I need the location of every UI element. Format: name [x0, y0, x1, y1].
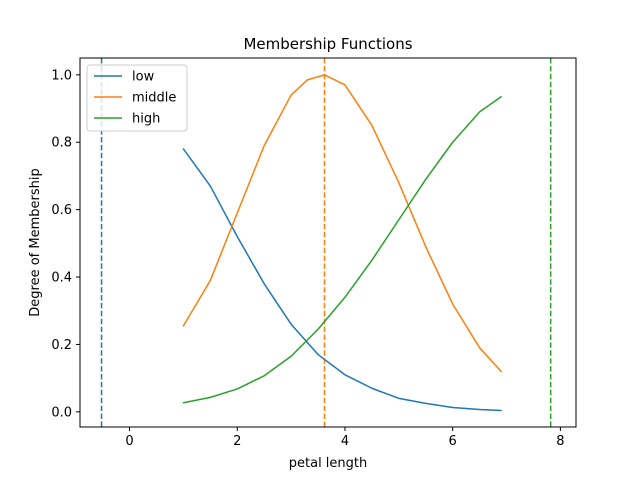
x-tick-label: 6 — [449, 434, 457, 449]
y-tick-label: 0.6 — [51, 203, 72, 218]
y-axis-label: Degree of Membership — [28, 168, 43, 316]
y-tick-label: 0.2 — [51, 338, 72, 353]
y-ticks: 0.0 0.2 0.4 0.6 0.8 1.0 — [51, 68, 80, 420]
y-tick-label: 0.4 — [51, 271, 72, 286]
series-lines — [182, 74, 502, 412]
x-tick-label: 0 — [125, 434, 133, 449]
x-tick-label: 4 — [341, 434, 349, 449]
legend-label-low: low — [132, 70, 155, 85]
x-tick-label: 2 — [233, 434, 241, 449]
x-ticks: 0 2 4 6 8 — [125, 427, 565, 449]
y-tick-label: 1.0 — [51, 68, 72, 83]
x-axis-label: petal length — [289, 456, 368, 471]
x-tick-label: 8 — [556, 434, 564, 449]
legend-box — [86, 64, 188, 132]
legend-label-middle: middle — [132, 91, 176, 106]
legend-label-high: high — [132, 112, 160, 127]
legend: low middle high — [86, 64, 188, 132]
reference-lines — [100, 58, 552, 427]
chart-title: Membership Functions — [243, 35, 412, 53]
axes-frame — [79, 57, 577, 428]
y-tick-label: 0.8 — [51, 136, 72, 151]
y-tick-label: 0.0 — [51, 405, 72, 420]
series-line-middle — [182, 74, 502, 373]
